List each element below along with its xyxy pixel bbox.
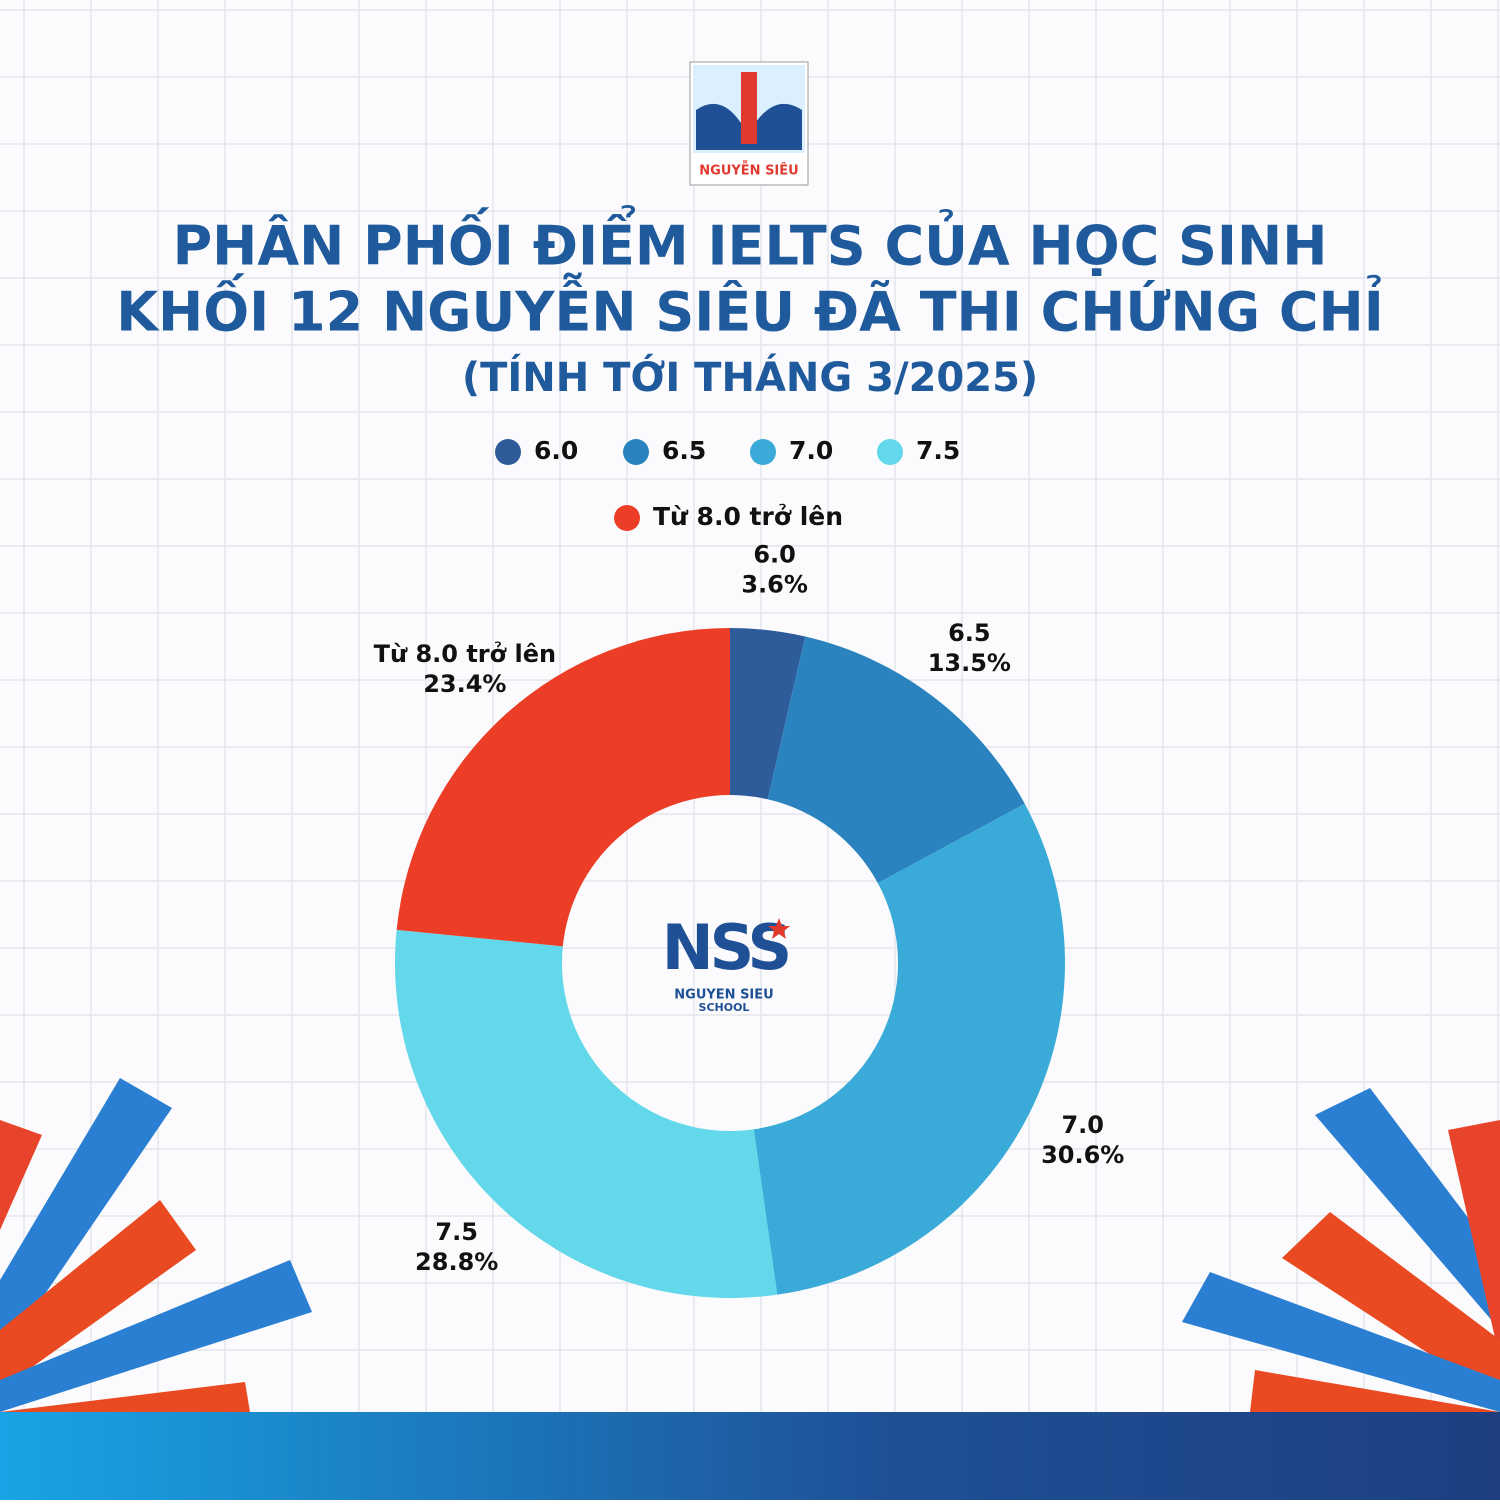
legend-label: 7.5: [916, 436, 960, 465]
pie-slice: [396, 628, 730, 947]
pie-slice: [767, 636, 1025, 884]
chart-title: PHÂN PHỐI ĐIỂM IELTS CỦA HỌC SINH: [173, 206, 1328, 278]
slice-value-label: 23.4%: [423, 670, 506, 698]
slice-category-label: 6.5: [948, 619, 991, 647]
pie-slice: [395, 929, 778, 1298]
footer-bar: [0, 1412, 1500, 1500]
pie-slice: [730, 628, 806, 800]
center-school: SCHOOL: [699, 1001, 750, 1014]
chart-subtitle: (TÍNH TỚI THÁNG 3/2025): [462, 353, 1038, 401]
center-mark: NSS: [662, 911, 789, 984]
legend-label: 7.0: [789, 436, 833, 465]
legend-marker: [614, 505, 640, 531]
center-name: NGUYEN SIEU: [674, 988, 773, 1003]
chart-title: KHỐI 12 NGUYỄN SIÊU ĐÃ THI CHỨNG CHỈ: [116, 274, 1384, 344]
center-star: [768, 918, 790, 939]
decoration: [0, 1078, 1500, 1412]
logo-text: NGUYỄN SIÊU: [699, 162, 798, 179]
top-logo: NGUYỄN SIÊU: [689, 61, 809, 186]
legend-marker: [877, 439, 903, 465]
slice-value-label: 13.5%: [928, 649, 1011, 677]
legend-label: 6.5: [662, 436, 706, 465]
legend-label: Từ 8.0 trở lên: [653, 502, 843, 531]
slice-category-label: 6.0: [753, 541, 796, 569]
slice-category-label: Từ 8.0 trở lên: [374, 640, 556, 668]
legend-marker: [495, 439, 521, 465]
logo-tower: [741, 72, 757, 144]
logo-book: [696, 103, 802, 150]
slice-category-label: 7.0: [1061, 1111, 1104, 1139]
slice-value-label: 28.8%: [415, 1248, 498, 1276]
slice-category-label: 7.5: [435, 1218, 478, 1246]
slice-value-label: 3.6%: [741, 571, 808, 599]
center-logo: NSS NGUYEN SIEU SCHOOL: [662, 911, 793, 1014]
legend-marker: [750, 439, 776, 465]
pie-slice: [753, 803, 1066, 1295]
slice-value-label: 30.6%: [1041, 1141, 1124, 1169]
plot: 6.03.6% 6.513.5% 7.030.6% 7.528.8% Từ 8.0 tr…: [374, 541, 1124, 1298]
legend-label: 6.0: [534, 436, 578, 465]
legend-marker: [623, 439, 649, 465]
